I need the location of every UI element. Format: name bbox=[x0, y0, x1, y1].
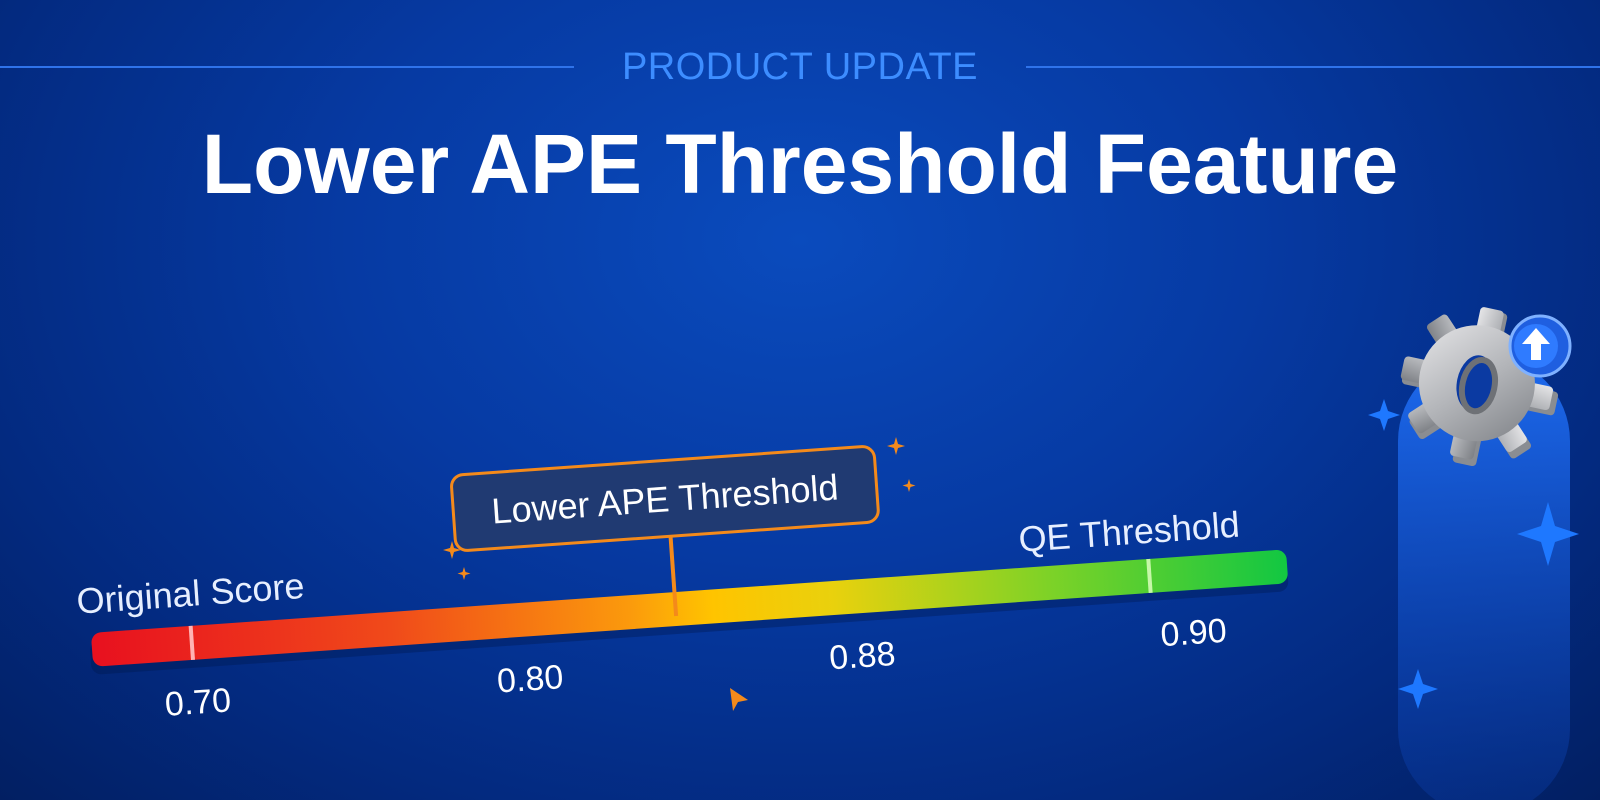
eyebrow-label: PRODUCT UPDATE bbox=[621, 46, 979, 88]
header-rule-left bbox=[0, 66, 574, 68]
callout-connector bbox=[666, 512, 679, 617]
tick-label: 0.90 bbox=[1159, 612, 1228, 655]
tick-label: 0.80 bbox=[496, 658, 565, 701]
upload-badge-icon bbox=[1508, 314, 1572, 378]
tick-mark bbox=[188, 625, 195, 660]
decorative-pillar bbox=[1398, 355, 1570, 800]
original-score-label: Original Score bbox=[75, 565, 305, 622]
qe-threshold-label: QE Threshold bbox=[1017, 504, 1241, 560]
callout-box bbox=[450, 445, 880, 552]
sparkle-icon bbox=[1517, 502, 1579, 566]
sparkle-icon bbox=[887, 437, 905, 455]
tick-label: 0.70 bbox=[164, 681, 233, 724]
sparkle-icon bbox=[1368, 399, 1400, 431]
cursor-arrow-icon bbox=[730, 688, 748, 711]
sparkle-icon bbox=[443, 541, 461, 559]
sparkle-icon bbox=[1398, 669, 1438, 709]
tick-mark bbox=[1146, 558, 1153, 594]
tick-label: 0.88 bbox=[828, 635, 897, 678]
score-gradient-bar bbox=[91, 550, 1288, 667]
page-title: Lower APE Threshold Feature bbox=[201, 117, 1399, 211]
sparkle-icon bbox=[457, 567, 471, 580]
sparkle-icon bbox=[902, 479, 916, 492]
header-rule-right bbox=[1026, 66, 1600, 68]
